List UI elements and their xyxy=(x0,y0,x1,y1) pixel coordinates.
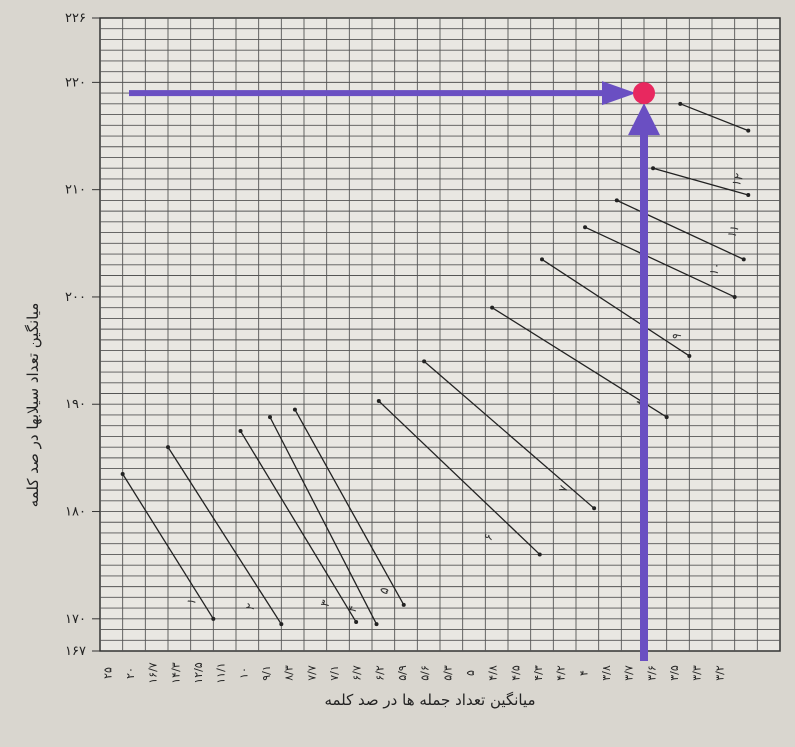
grade-line xyxy=(423,360,595,509)
grade-line-start-point xyxy=(678,101,683,106)
grade-line xyxy=(616,199,745,260)
horizontal-guide-arrowhead xyxy=(602,81,636,106)
grid xyxy=(100,18,780,651)
x-tick-label: ۲۵ xyxy=(101,667,114,679)
y-tick-label: ۲۰۰ xyxy=(65,290,86,305)
y-tick-label: ۱۶۷ xyxy=(65,644,86,659)
grade-line-label: ۱۱ xyxy=(724,223,742,240)
grade-line xyxy=(652,167,749,196)
y-tick-label: ۲۲۰ xyxy=(65,75,86,90)
grade-line-end-point xyxy=(211,616,216,621)
x-tick-label: ۸/۳ xyxy=(283,665,296,681)
grade-line-end-point xyxy=(746,193,751,198)
grade-line-label: ۴ xyxy=(345,603,360,614)
x-tick-label: ۲۰ xyxy=(124,667,137,679)
y-tick-label: ۲۱۰ xyxy=(65,183,86,198)
x-tick-label: ۴/۸ xyxy=(487,665,500,681)
grade-line-end-point xyxy=(537,552,542,557)
grade-line-start-point xyxy=(490,305,495,310)
y-tick-label: ۱۹۰ xyxy=(65,397,86,412)
grade-line xyxy=(122,473,214,620)
grade-lines: ۱۲۳۴۵۶۷۸۹۱۰۱۱۱۲ xyxy=(120,101,751,627)
intersection-marker xyxy=(633,82,655,105)
grade-line-label: ۲ xyxy=(243,601,258,612)
grade-line-end-point xyxy=(354,620,359,625)
x-tick-label: ۱۴/۳ xyxy=(169,662,182,684)
x-tick-label: ۴/۵ xyxy=(509,665,522,681)
grade-line-start-point xyxy=(651,166,656,171)
grade-line-start-point xyxy=(540,257,544,262)
x-tick-label: ۶/۷ xyxy=(351,665,364,681)
y-axis-label: میانگین تعداد سیلابها در صد کلمه xyxy=(24,303,42,508)
x-tick-label: ۵/۳ xyxy=(441,665,454,681)
grade-line-start-point xyxy=(583,225,588,230)
x-tick-label: ۱۶/۷ xyxy=(147,662,160,684)
x-tick-label: ۹/۱ xyxy=(260,665,273,681)
x-tick-label: ۳/۸ xyxy=(600,665,613,681)
x-tick-label: ۷/۷ xyxy=(305,665,318,681)
x-tick-label: ۱۲/۵ xyxy=(192,662,205,684)
grade-line xyxy=(541,258,690,357)
grade-line-label: ۶ xyxy=(481,532,496,543)
grade-line-end-point xyxy=(401,602,406,607)
grade-line-start-point xyxy=(422,359,427,364)
x-tick-label: ۳/۶ xyxy=(645,665,658,681)
grade-line-start-point xyxy=(614,198,619,203)
grade-line-start-point xyxy=(376,399,381,404)
grade-line xyxy=(269,416,378,625)
y-tick-label: ۲۲۶ xyxy=(65,11,86,26)
x-tick-label: ۴/۳ xyxy=(532,665,545,681)
grade-line-start-point xyxy=(238,429,243,434)
guide-arrows xyxy=(129,81,660,662)
vertical-guide-bar xyxy=(640,133,648,662)
x-tick-label: ۱۰ xyxy=(237,667,250,679)
x-tick-label: ۳/۳ xyxy=(691,665,704,681)
y-tick-label: ۱۷۰ xyxy=(65,612,86,627)
grade-line xyxy=(378,400,541,555)
grade-line-label: ۵ xyxy=(376,585,391,596)
grade-line-end-point xyxy=(741,257,746,262)
x-tick-label: ۵/۹ xyxy=(396,665,409,681)
grade-line-label: ۱۰ xyxy=(706,260,724,277)
y-tick-label: ۱۸۰ xyxy=(65,505,86,520)
grade-line xyxy=(584,226,735,298)
grade-line xyxy=(491,307,668,418)
grade-line-start-point xyxy=(166,445,170,450)
grade-line-end-point xyxy=(279,622,284,627)
grade-line xyxy=(294,409,405,606)
x-tick-label: ۵/۶ xyxy=(419,665,432,681)
x-tick-label: ۴/۲ xyxy=(555,665,568,681)
x-tick-label: ۳/۷ xyxy=(623,665,636,681)
x-tick-label: ۶/۲ xyxy=(373,665,386,681)
grade-line-start-point xyxy=(268,415,272,420)
x-tick-label: ۷/۱ xyxy=(328,665,341,681)
grade-line-label: ۳ xyxy=(317,598,333,609)
grade-line-label: ۱ xyxy=(184,596,199,607)
x-tick-label: ۳/۲ xyxy=(713,665,726,681)
x-axis-label: میانگین تعداد جمله ها در صد کلمه xyxy=(324,691,535,709)
grade-line-end-point xyxy=(687,353,692,358)
grade-line-label: ۹ xyxy=(669,331,684,342)
grade-line-end-point xyxy=(746,128,751,133)
grade-line-end-point xyxy=(592,506,597,511)
x-tick-label: ۱۱/۱ xyxy=(215,662,228,683)
x-tick-label: ۳/۵ xyxy=(668,665,681,681)
grade-line xyxy=(239,430,357,623)
grade-line-label: ۱۲ xyxy=(729,171,747,188)
vertical-guide-arrowhead xyxy=(628,103,660,136)
grade-line xyxy=(680,103,749,132)
grade-line-end-point xyxy=(374,622,379,627)
grade-line-start-point xyxy=(120,471,125,476)
x-tick-label: ۵ xyxy=(464,670,477,676)
horizontal-guide-bar xyxy=(129,90,604,97)
grade-line xyxy=(167,446,282,625)
grade-line-end-point xyxy=(732,294,737,299)
grade-line-start-point xyxy=(292,407,297,412)
x-tick-label: ۴ xyxy=(577,670,590,676)
grade-line-label: ۷ xyxy=(555,483,571,494)
grade-line-end-point xyxy=(664,415,669,420)
